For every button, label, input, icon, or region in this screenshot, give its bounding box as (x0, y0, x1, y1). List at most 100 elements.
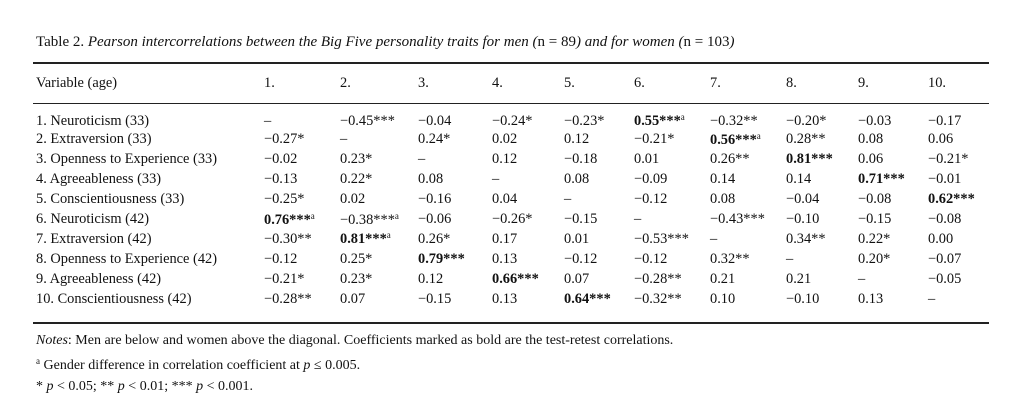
correlation-value: – (710, 230, 718, 247)
table-label: Table 2. (36, 34, 85, 50)
correlation-cell: 0.06 (928, 130, 996, 150)
correlation-cell: 0.55***a (634, 98, 710, 130)
correlation-cell: 0.22* (858, 229, 928, 249)
correlation-cell: −0.15 (858, 210, 928, 230)
correlation-cell: 0.21 (710, 269, 786, 289)
correlation-cell: 0.76***a (264, 210, 340, 230)
correlation-value: −0.28** (634, 270, 682, 287)
correlation-cell: 0.62*** (928, 190, 996, 210)
correlation-cell: 0.17 (492, 229, 564, 249)
footnote-a-p: p (303, 358, 311, 373)
correlation-cell: 0.14 (710, 170, 786, 190)
row-variable-label: 6. Neuroticism (42) (36, 211, 150, 227)
correlation-value: −0.10 (786, 290, 820, 307)
correlation-cell: 0.06 (858, 150, 928, 170)
correlation-value: 0.07 (564, 270, 590, 287)
correlation-value: 0.64*** (564, 290, 611, 307)
correlation-value: 0.76*** (264, 211, 311, 228)
correlation-value: 0.14 (786, 171, 812, 188)
correlation-value: −0.04 (786, 191, 820, 208)
column-header: 9. (858, 74, 869, 91)
correlation-value: – (858, 270, 866, 287)
correlation-value: 0.07 (340, 290, 366, 307)
correlation-cell: −0.01 (928, 170, 996, 190)
correlation-value: −0.30** (264, 230, 312, 247)
correlation-value: 0.66*** (492, 270, 539, 287)
correlation-value: – (634, 211, 642, 227)
correlation-value: 0.28** (786, 131, 826, 148)
correlation-value: 0.81*** (786, 151, 833, 168)
correlation-value: −0.04 (418, 112, 452, 129)
correlation-cell: −0.28** (634, 269, 710, 289)
correlation-value: −0.13 (264, 171, 298, 188)
table-row: 5. Conscientiousness (33) −0.25* 0.02 −0.16… (36, 190, 996, 210)
correlation-value: 0.13 (492, 290, 518, 307)
correlation-value: 0.17 (492, 230, 518, 247)
correlation-cell: −0.10 (786, 210, 858, 230)
correlation-value: −0.32** (634, 290, 682, 307)
correlation-value: 0.20* (858, 250, 891, 267)
correlation-value: 0.21 (710, 270, 736, 287)
correlation-cell: −0.15 (564, 210, 634, 230)
correlation-cell: −0.32** (634, 289, 710, 309)
correlation-cell: 0.24* (418, 130, 492, 150)
correlation-cell: −0.04 (786, 190, 858, 210)
table-title-part-1: Pearson intercorrelations between the Bi… (87, 34, 538, 50)
gender-difference-marker: a (756, 130, 761, 141)
correlation-cell: 0.56***a (710, 130, 786, 150)
correlation-cell: 0.26* (418, 229, 492, 249)
correlation-cell: −0.24* (492, 98, 564, 130)
correlation-value: −0.07 (928, 250, 962, 267)
sig-star-1: * (36, 379, 47, 394)
correlation-cell: −0.02 (264, 150, 340, 170)
correlation-cell: −0.13 (264, 170, 340, 190)
correlation-value: 0.02 (340, 191, 366, 208)
correlation-value: 0.23* (340, 270, 373, 287)
notes-text: : Men are below and women above the diag… (67, 333, 674, 348)
correlation-value: – (340, 131, 348, 148)
gender-difference-marker: a (680, 112, 685, 122)
correlation-value: – (928, 290, 936, 307)
correlation-value: −0.18 (564, 151, 598, 168)
correlation-cell: – (786, 249, 858, 269)
row-variable-label: 8. Openness to Experience (42) (36, 250, 218, 267)
correlation-value: −0.45*** (340, 112, 395, 129)
correlation-value: −0.12 (264, 250, 298, 267)
correlation-cell: 0.08 (418, 170, 492, 190)
correlation-value: 0.06 (928, 131, 954, 148)
correlation-cell: 0.04 (492, 190, 564, 210)
correlation-value: 0.08 (418, 171, 444, 188)
correlation-value: 0.26** (710, 151, 750, 168)
correlation-cell: 0.08 (858, 130, 928, 150)
correlation-cell: 0.07 (340, 289, 418, 309)
correlation-value: 0.13 (858, 290, 884, 307)
correlation-cell: 0.01 (634, 150, 710, 170)
correlation-cell: – (492, 170, 564, 190)
correlation-value: 0.71*** (858, 171, 905, 188)
correlation-value: 0.13 (492, 250, 518, 267)
correlation-cell: 0.22* (340, 170, 418, 190)
correlation-cell: 0.20* (858, 249, 928, 269)
correlation-cell: 0.08 (710, 190, 786, 210)
correlation-value: 0.81*** (340, 231, 387, 248)
correlation-value: 0.12 (564, 131, 590, 148)
correlation-value: 0.08 (710, 191, 736, 208)
correlation-value: −0.27* (264, 131, 305, 148)
correlation-value: 0.26* (418, 230, 451, 247)
correlation-cell: 0.81*** (786, 150, 858, 170)
column-header: 3. (418, 74, 429, 91)
correlation-cell: – (634, 210, 710, 230)
correlation-cell: 0.13 (492, 249, 564, 269)
correlation-value: −0.12 (634, 250, 668, 267)
correlation-value: −0.17 (928, 112, 962, 129)
table-row: 7. Extraversion (42) −0.30** 0.81***a 0.26*… (36, 229, 996, 249)
correlation-value: −0.08 (928, 211, 962, 227)
correlation-cell: −0.12 (634, 249, 710, 269)
correlation-value: 0.22* (858, 230, 891, 247)
correlation-cell: – (710, 229, 786, 249)
correlation-cell: −0.27* (264, 130, 340, 150)
correlation-cell: −0.06 (418, 210, 492, 230)
correlation-value: −0.09 (634, 171, 668, 188)
sig-level-2: < 0.01; *** (124, 379, 197, 394)
